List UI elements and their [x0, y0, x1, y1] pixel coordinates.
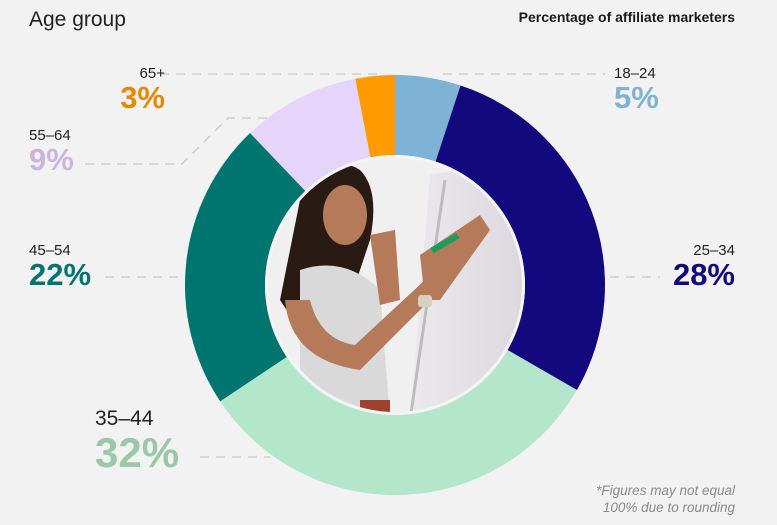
label-range: 55–64: [29, 127, 71, 144]
label-25-34: 25–34 28%: [673, 243, 735, 291]
label-pct: 5%: [614, 80, 659, 115]
footnote: *Figures may not equal 100% due to round…: [596, 482, 735, 516]
chart-subtitle: Percentage of affiliate marketers: [518, 9, 735, 25]
leader-55-64: [85, 117, 300, 165]
segment-65-: [355, 75, 395, 158]
footnote-line-1: *Figures may not equal: [596, 483, 735, 498]
label-range: 65+: [139, 65, 165, 82]
label-pct: 3%: [120, 80, 165, 115]
footnote-line-2: 100% due to rounding: [602, 500, 735, 515]
label-35-44: 35–44 32%: [95, 408, 179, 476]
label-18-24: 18–24 5%: [614, 66, 659, 114]
label-pct: 32%: [95, 429, 180, 476]
center-photo: [268, 158, 522, 412]
label-range: 45–54: [29, 242, 71, 259]
segment-35-44: [220, 350, 577, 496]
segment-55-64: [250, 78, 371, 191]
chart-title: Age group: [29, 8, 126, 31]
segment-45-54: [184, 133, 306, 402]
label-pct: 22%: [29, 257, 92, 292]
label-range: 35–44: [95, 407, 154, 430]
label-45-54: 45–54 22%: [29, 243, 91, 291]
donut-segments: [184, 75, 606, 496]
label-range: 18–24: [614, 65, 656, 82]
segment-25-34: [435, 85, 606, 391]
segment-18-24: [395, 75, 461, 162]
label-65-plus: 65+ 3%: [120, 66, 165, 114]
label-55-64: 55–64 9%: [29, 128, 74, 176]
label-pct: 28%: [672, 257, 735, 292]
leader-lines: [85, 73, 660, 458]
label-pct: 9%: [29, 142, 74, 177]
label-range: 25–34: [693, 242, 735, 259]
